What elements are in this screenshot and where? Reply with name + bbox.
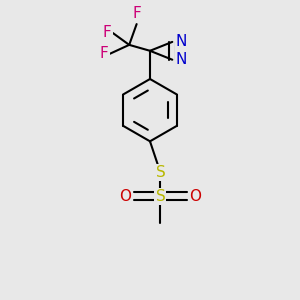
Text: N: N <box>176 52 187 67</box>
Text: F: F <box>100 46 108 61</box>
Text: N: N <box>176 34 187 50</box>
Text: O: O <box>119 189 131 204</box>
Text: F: F <box>103 26 111 40</box>
Text: O: O <box>190 189 202 204</box>
Text: F: F <box>132 5 141 20</box>
Text: S: S <box>155 189 165 204</box>
Text: S: S <box>155 165 165 180</box>
